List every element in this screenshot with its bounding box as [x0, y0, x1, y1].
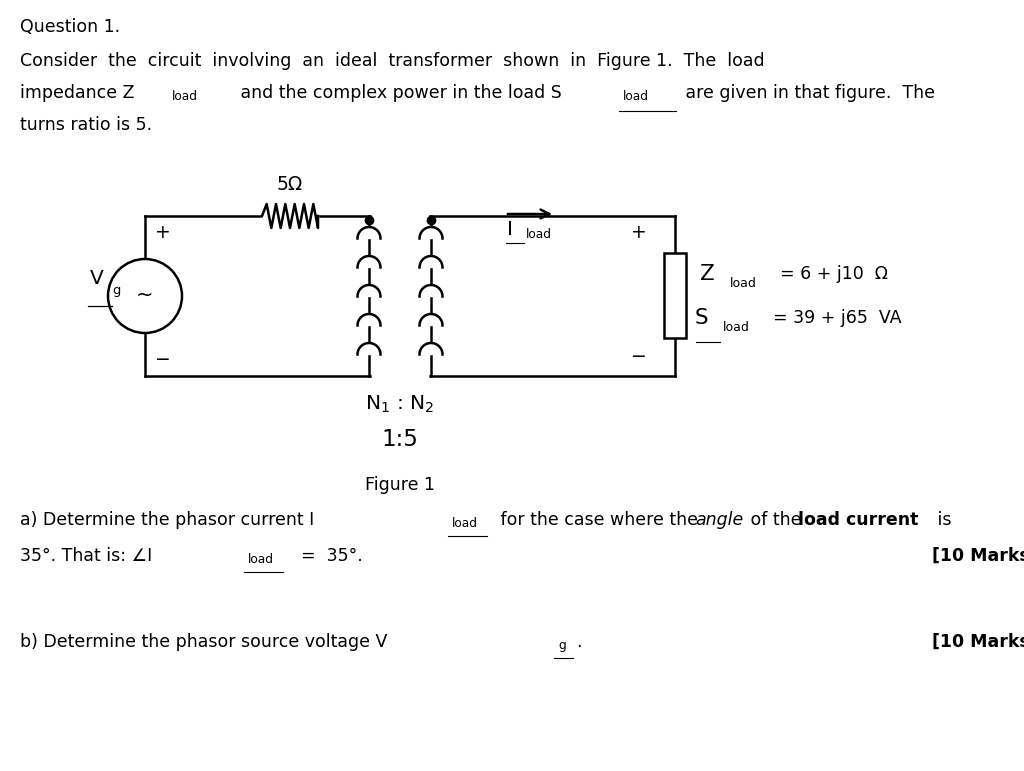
Polygon shape: [357, 314, 381, 325]
Text: a) Determine the phasor current I: a) Determine the phasor current I: [20, 511, 314, 529]
Text: load: load: [723, 322, 750, 335]
Text: Question 1.: Question 1.: [20, 18, 120, 36]
Text: load current: load current: [798, 511, 919, 529]
Text: Consider  the  circuit  involving  an  ideal  transformer  shown  in  Figure 1. : Consider the circuit involving an ideal …: [20, 52, 765, 70]
Text: +: +: [155, 223, 171, 242]
Text: Figure 1: Figure 1: [365, 476, 435, 494]
Text: load: load: [526, 227, 552, 241]
Text: = 6 + j10  Ω: = 6 + j10 Ω: [780, 265, 888, 283]
Text: load: load: [452, 517, 478, 530]
Text: load: load: [172, 89, 198, 103]
Polygon shape: [357, 343, 381, 355]
Text: Z: Z: [700, 264, 715, 284]
Polygon shape: [357, 227, 381, 238]
Text: for the case where the: for the case where the: [495, 511, 703, 529]
Text: g: g: [112, 284, 120, 297]
Polygon shape: [420, 285, 442, 297]
Polygon shape: [420, 256, 442, 268]
Polygon shape: [420, 227, 442, 238]
Text: 1:5: 1:5: [382, 428, 419, 451]
Text: ~: ~: [136, 285, 154, 305]
Text: N$_1$ : N$_2$: N$_1$ : N$_2$: [366, 394, 434, 416]
Polygon shape: [357, 285, 381, 297]
Text: are given in that figure.  The: are given in that figure. The: [680, 84, 935, 102]
Text: impedance Z: impedance Z: [20, 84, 134, 102]
Text: 5Ω: 5Ω: [276, 175, 303, 194]
Text: turns ratio is 5.: turns ratio is 5.: [20, 116, 153, 134]
Text: angle: angle: [695, 511, 743, 529]
Text: 35°. That is: ∠I: 35°. That is: ∠I: [20, 547, 153, 565]
Bar: [664, 254, 686, 338]
Text: +: +: [631, 223, 647, 242]
Text: load: load: [248, 553, 274, 566]
Text: [10 Marks]: [10 Marks]: [932, 547, 1024, 565]
Text: .: .: [575, 633, 582, 651]
Polygon shape: [420, 343, 442, 355]
Text: −: −: [155, 350, 171, 369]
Text: V: V: [90, 269, 103, 288]
Text: I: I: [507, 220, 513, 239]
Text: b) Determine the phasor source voltage V: b) Determine the phasor source voltage V: [20, 633, 387, 651]
Text: and the complex power in the load S: and the complex power in the load S: [234, 84, 562, 102]
Text: load: load: [730, 278, 757, 291]
Polygon shape: [420, 314, 442, 325]
Text: load: load: [623, 89, 649, 103]
Text: g: g: [558, 639, 565, 651]
Text: −: −: [631, 347, 647, 366]
Polygon shape: [357, 256, 381, 268]
Text: =  35°.: = 35°.: [290, 547, 362, 565]
Text: [10 Marks]: [10 Marks]: [932, 633, 1024, 651]
Text: is: is: [932, 511, 951, 529]
Text: S: S: [695, 308, 709, 328]
Text: = 39 + j65  VA: = 39 + j65 VA: [773, 309, 901, 327]
Text: of the: of the: [745, 511, 807, 529]
